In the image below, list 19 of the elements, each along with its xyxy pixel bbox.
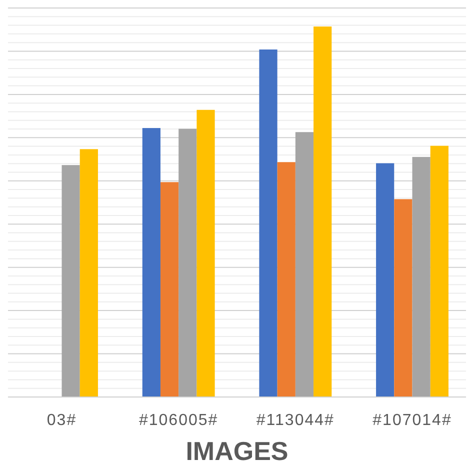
bar bbox=[412, 156, 430, 397]
bar bbox=[142, 128, 160, 397]
bar bbox=[394, 199, 412, 397]
bar bbox=[259, 49, 278, 397]
bar bbox=[160, 182, 179, 397]
bar bbox=[430, 146, 448, 397]
x-tick-label: #113044# bbox=[256, 412, 334, 429]
bar bbox=[80, 149, 98, 397]
x-tick-label: #107014# bbox=[372, 412, 452, 429]
x-tick-label: 03# bbox=[46, 412, 77, 429]
bar bbox=[295, 132, 314, 397]
bar bbox=[277, 162, 296, 397]
x-axis-title: IMAGES bbox=[186, 436, 288, 466]
x-tick-label: #106005# bbox=[138, 412, 218, 429]
bar bbox=[314, 26, 332, 397]
bar bbox=[196, 110, 215, 397]
bar bbox=[178, 128, 197, 397]
bar bbox=[62, 165, 80, 397]
bar bbox=[376, 163, 394, 397]
